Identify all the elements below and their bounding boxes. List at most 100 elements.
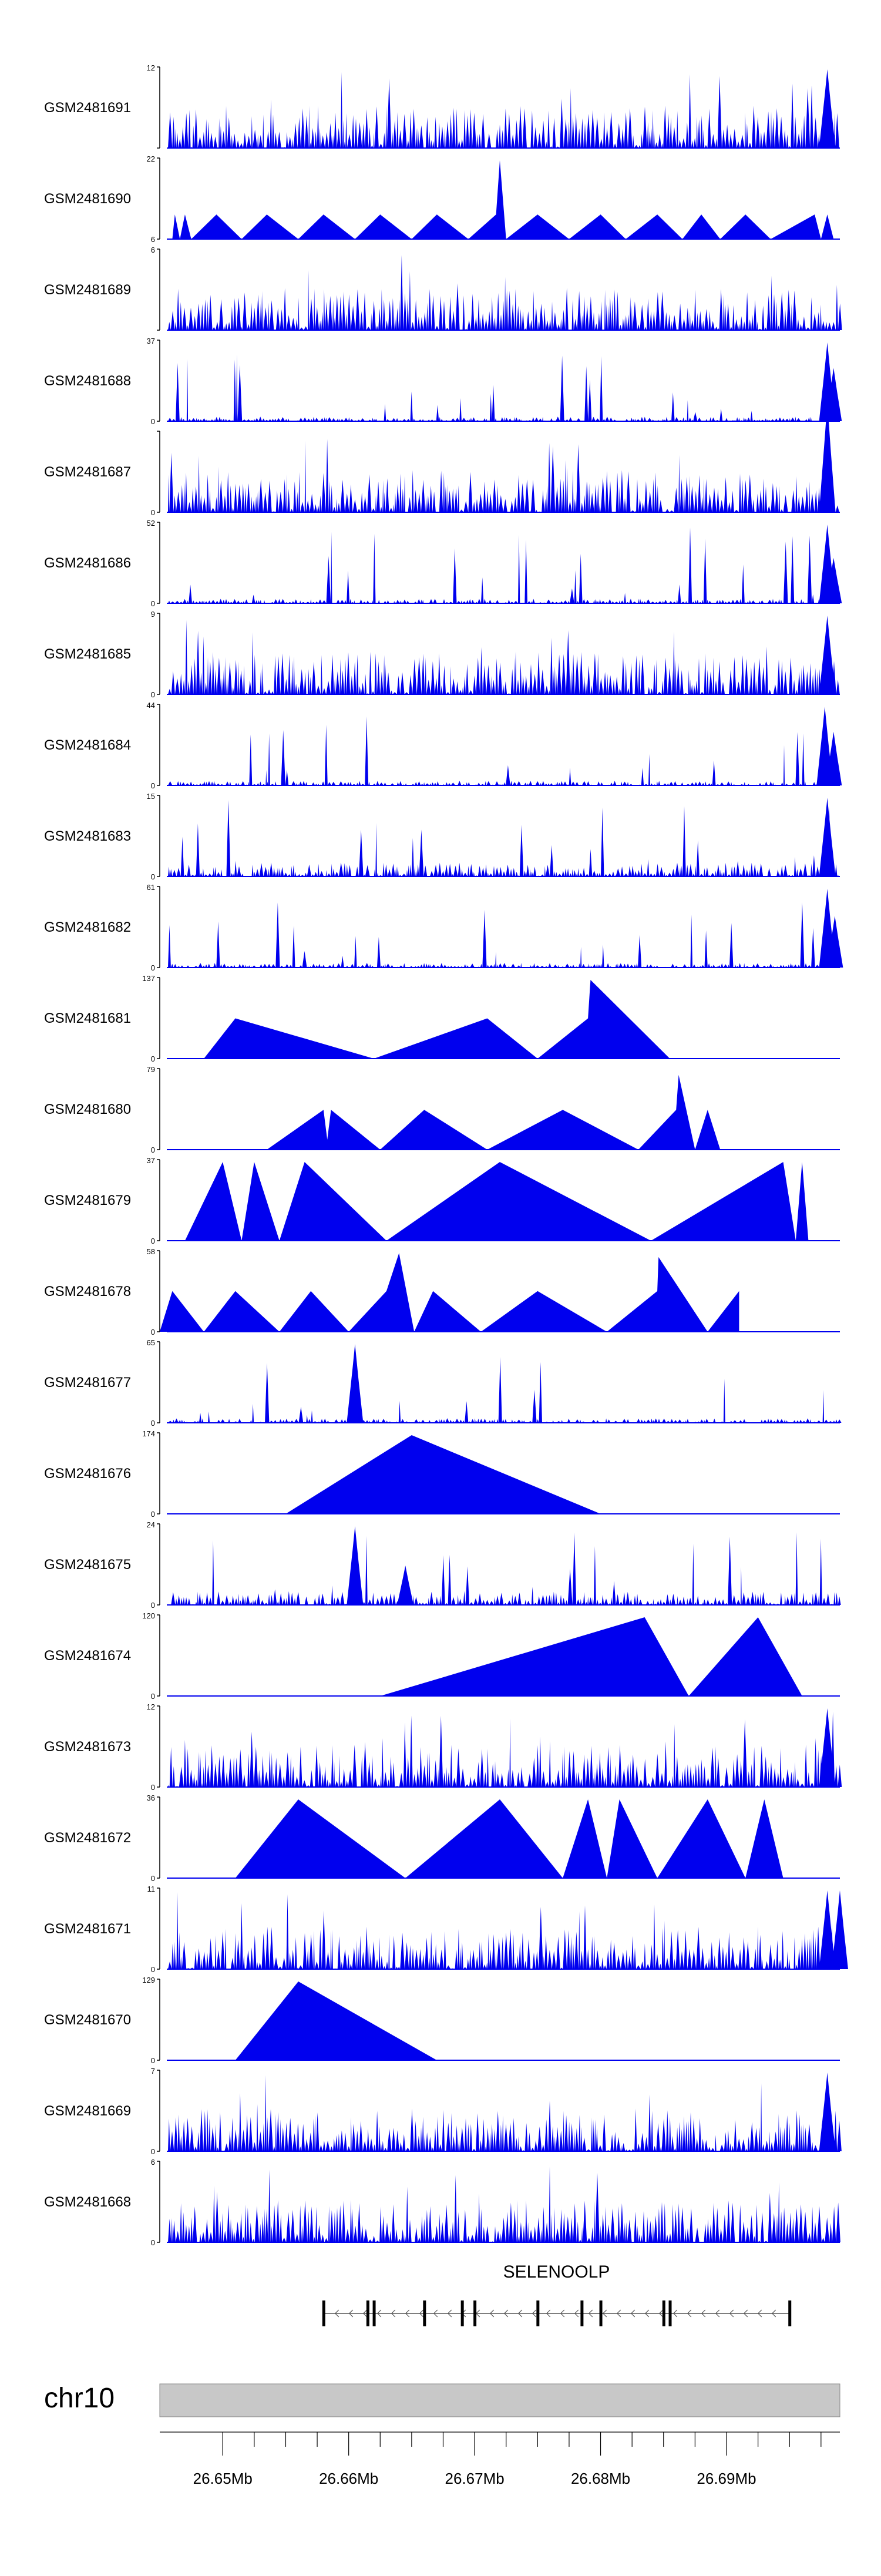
axis-tick-label: 26.66Mb: [319, 2470, 378, 2487]
track-label: GSM2481690: [44, 191, 131, 207]
track-GSM2481679: GSM2481679 37 0: [44, 1156, 840, 1245]
track-GSM2481673: GSM2481673 12 0: [44, 1702, 842, 1792]
gene-strand-arrow: [560, 2309, 565, 2318]
track-ymax-label: 129: [142, 1976, 155, 1984]
gene-exon: [668, 2300, 672, 2326]
track-label: GSM2481672: [44, 1830, 131, 1846]
gene-exon: [322, 2300, 325, 2326]
gene-strand-arrow: [419, 2309, 424, 2318]
gene-exon: [662, 2300, 665, 2326]
gene-strand-arrow: [574, 2309, 579, 2318]
gene-strand-arrow: [503, 2309, 509, 2318]
track-ymin-label: 0: [151, 508, 155, 517]
track-area: [285, 1435, 601, 1514]
track-area: [235, 1981, 437, 2060]
gene-strand-arrow: [348, 2309, 354, 2318]
track-ymax-label: 120: [142, 1611, 155, 1620]
track-ymax-label: 137: [142, 974, 155, 983]
track-ymax-label: 174: [142, 1429, 155, 1438]
track-ymax-label: 9: [151, 610, 155, 619]
track-ymax-label: 12: [147, 1702, 155, 1711]
track-ymax-label: 37: [147, 337, 155, 345]
track-ymax-label: 58: [147, 1247, 155, 1256]
track-GSM2481670: GSM2481670 129 0: [44, 1976, 840, 2065]
axis-tick-label: 26.68Mb: [571, 2470, 630, 2487]
gene-strand-arrow: [517, 2309, 523, 2318]
track-GSM2481684: GSM2481684 44 0: [44, 701, 842, 790]
gene-strand-arrow: [602, 2309, 607, 2318]
track-area: [184, 1162, 809, 1241]
track-label: GSM2481689: [44, 282, 131, 298]
track-label: GSM2481688: [44, 373, 131, 389]
track-GSM2481672: GSM2481672 36 0: [44, 1794, 840, 1883]
gene-strand-arrow: [532, 2309, 537, 2318]
gene-exon: [599, 2300, 603, 2326]
gene-exon: [372, 2300, 376, 2326]
gene-strand-arrow: [630, 2309, 635, 2318]
ideogram-track: chr10 26.65Mb 26.66Mb 26.67Mb 26.68Mb 26.69Mb: [44, 2383, 840, 2487]
gene-strand-arrow: [391, 2309, 396, 2318]
track-label: GSM2481686: [44, 555, 131, 571]
track-ymax-label: 37: [147, 1156, 155, 1165]
track-ymax-label: 22: [147, 155, 155, 163]
track-GSM2481689: GSM2481689 6: [44, 246, 842, 331]
track-GSM2481682: GSM2481682 61 0: [44, 883, 843, 972]
track-area: [168, 2073, 842, 2151]
track-label: GSM2481681: [44, 1010, 131, 1026]
track-ymin-label: 0: [151, 1328, 155, 1336]
track-label: GSM2481676: [44, 1466, 131, 1482]
track-label: GSM2481683: [44, 828, 131, 844]
gene-strand-arrow: [588, 2309, 593, 2318]
gene-strand-arrow: [447, 2309, 452, 2318]
track-ymin-label: 0: [151, 872, 155, 881]
track-ymax-label: 7: [151, 2067, 155, 2075]
track-ymax-label: 44: [147, 701, 155, 710]
gene-exon: [536, 2300, 540, 2326]
gene-strand-arrow: [729, 2309, 734, 2318]
track-ymax-label: 15: [147, 792, 155, 801]
track-area: [168, 707, 842, 785]
track-GSM2481686: GSM2481686 52 0: [44, 519, 842, 608]
track-ymax-label: 36: [147, 1794, 155, 1802]
track-ymax-label: 24: [147, 1520, 155, 1529]
track-ymin-label: 0: [151, 599, 155, 608]
track-label: GSM2481684: [44, 737, 131, 753]
gene-strand-arrow: [644, 2309, 650, 2318]
track-label: GSM2481687: [44, 464, 131, 480]
track-label: GSM2481670: [44, 2012, 131, 2028]
track-ymin-label: 0: [151, 2056, 155, 2065]
track-ymax-label: 6: [151, 246, 155, 254]
gene-exon: [473, 2300, 477, 2326]
track-label: GSM2481668: [44, 2194, 131, 2210]
track-GSM2481683: GSM2481683 15 0: [44, 792, 840, 881]
track-ymin-label: 0: [151, 1146, 155, 1154]
gene-exon: [423, 2300, 426, 2326]
track-ymin-label: 0: [151, 1692, 155, 1701]
track-ymin-label: 0: [151, 1783, 155, 1792]
track-ymax-label: 6: [151, 2158, 155, 2167]
track-ymax-label: 79: [147, 1065, 155, 1074]
gene-strand-arrow: [687, 2309, 692, 2318]
track-label: GSM2481671: [44, 1921, 131, 1937]
track-ymax-label: 65: [147, 1338, 155, 1347]
gene-exon: [460, 2300, 464, 2326]
track-label: GSM2481675: [44, 1557, 131, 1573]
track-ymin-label: 0: [151, 417, 155, 426]
track-ymin-label: 0: [151, 1965, 155, 1974]
track-area: [204, 980, 670, 1059]
track-area: [168, 1890, 848, 1969]
track-area: [168, 889, 843, 968]
axis-tick-label: 26.67Mb: [445, 2470, 505, 2487]
track-GSM2481685: GSM2481685 9 0: [44, 610, 840, 699]
track-area: [168, 402, 839, 512]
gene-exon: [366, 2300, 369, 2326]
gene-strand-arrow: [658, 2309, 664, 2318]
gene-strand-arrow: [771, 2309, 776, 2318]
track-ymin-label: 0: [151, 2238, 155, 2247]
gene-strand-arrow: [715, 2309, 720, 2318]
gene-strand-arrow: [743, 2309, 748, 2318]
track-area: [168, 69, 839, 148]
track-GSM2481675: GSM2481675 24 0: [44, 1520, 841, 1610]
track-ymin-label: 0: [151, 690, 155, 699]
